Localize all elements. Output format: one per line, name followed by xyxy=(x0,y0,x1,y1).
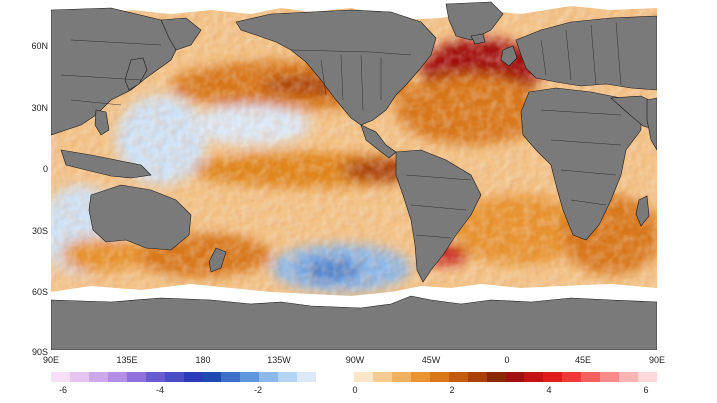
colorbar-swatch xyxy=(372,372,392,382)
colorbar-swatch xyxy=(600,372,620,382)
lat-label: 0 xyxy=(42,164,48,174)
us-canada-border xyxy=(290,49,412,56)
south-america-borders xyxy=(405,174,472,239)
colorbar-swatch xyxy=(524,372,544,382)
lon-label: 90W xyxy=(345,355,365,365)
lat-label: 60N xyxy=(31,41,48,51)
colorbar-swatch xyxy=(391,372,411,382)
british-isles xyxy=(500,45,518,67)
colorbar-tick-label: 6 xyxy=(643,385,649,395)
colorbar xyxy=(51,372,657,382)
colorbar-swatch xyxy=(562,372,582,382)
colorbar-swatch xyxy=(467,372,487,382)
us-states-grid xyxy=(320,54,382,111)
colorbar-swatch xyxy=(335,372,354,382)
country-borders xyxy=(60,21,622,239)
lon-label: 45E xyxy=(574,355,592,365)
colorbar-swatch xyxy=(202,372,222,382)
land xyxy=(51,1,657,350)
lat-label: 30N xyxy=(31,103,48,113)
indonesia xyxy=(60,149,152,179)
kamchatka xyxy=(160,17,202,51)
europe xyxy=(515,15,657,91)
colorbar-swatch xyxy=(240,372,260,382)
colorbar-swatch xyxy=(297,372,317,382)
colorbar-swatch xyxy=(145,372,165,382)
colorbar-swatch xyxy=(581,372,601,382)
asia-borders xyxy=(60,39,162,106)
africa-borders xyxy=(540,109,622,206)
lat-label: 60S xyxy=(31,287,48,297)
colorbar-swatch xyxy=(221,372,241,382)
madagascar xyxy=(635,195,650,227)
colorbar-swatch xyxy=(259,372,279,382)
arabia xyxy=(610,95,657,131)
india xyxy=(646,97,657,151)
colorbar-swatch xyxy=(505,372,525,382)
lon-label: 180 xyxy=(195,355,211,365)
lon-label: 135W xyxy=(267,355,291,365)
colorbar-swatch xyxy=(543,372,563,382)
south-america xyxy=(395,149,482,283)
colorbar-swatch xyxy=(126,372,146,382)
colorbar-swatch xyxy=(69,372,89,382)
colorbar-tick-label: -6 xyxy=(58,385,68,395)
colorbar-swatch xyxy=(51,372,70,382)
new-zealand xyxy=(208,247,227,273)
colorbar-swatch xyxy=(107,372,127,382)
antarctica xyxy=(51,295,657,350)
arctic-ice xyxy=(51,0,657,20)
colorbar-tick-label: -4 xyxy=(155,385,165,395)
colorbar-swatch xyxy=(278,372,298,382)
colorbar-swatch xyxy=(619,372,639,382)
colorbar-swatch xyxy=(429,372,449,382)
lat-label: 90S xyxy=(31,347,48,357)
colorbar-swatch xyxy=(88,372,108,382)
japan xyxy=(124,57,148,91)
north-america xyxy=(235,9,437,126)
lon-label: 0 xyxy=(504,355,510,365)
colorbar-swatch xyxy=(410,372,430,382)
colorbar-swatch xyxy=(164,372,184,382)
colorbar-swatch xyxy=(354,372,373,382)
lon-label: 135E xyxy=(116,355,138,365)
colorbar-tick-label: 4 xyxy=(546,385,552,395)
colorbar-swatch xyxy=(486,372,506,382)
colorbar-tick-label: 0 xyxy=(352,385,358,395)
lon-label: 90E xyxy=(648,355,666,365)
colorbar-swatch xyxy=(448,372,468,382)
world-map xyxy=(51,0,657,350)
colorbar-tick-label: 2 xyxy=(449,385,455,395)
lon-label: 45W xyxy=(421,355,441,365)
colorbar-swatch xyxy=(638,372,657,382)
iceland xyxy=(470,33,486,45)
lat-label: 30S xyxy=(31,226,48,236)
lon-label: 90E xyxy=(42,355,60,365)
colorbar-swatch xyxy=(316,372,336,382)
philippines xyxy=(94,109,110,136)
central-america xyxy=(360,124,397,159)
europe-borders xyxy=(540,21,622,86)
colorbar-swatch xyxy=(183,372,203,382)
australia xyxy=(88,184,192,251)
colorbar-tick-label: -2 xyxy=(253,385,263,395)
